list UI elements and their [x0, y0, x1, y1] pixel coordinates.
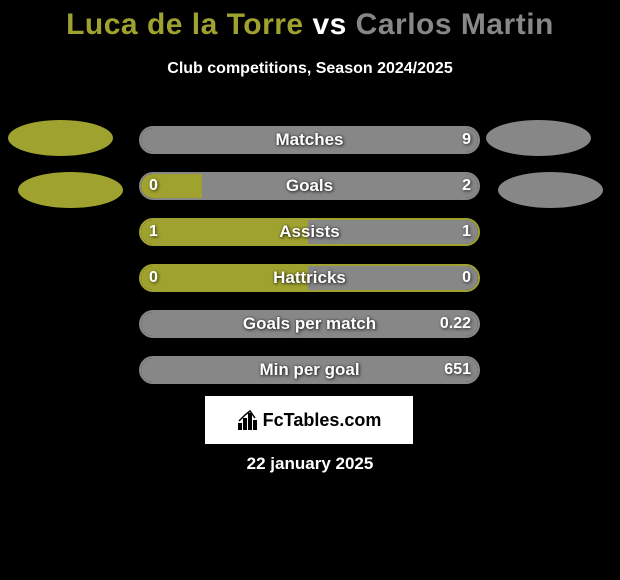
bar-fill-left — [141, 266, 312, 290]
brand-suffix: Tables.com — [284, 410, 382, 430]
stat-row: Goals per match0.22 — [0, 304, 620, 350]
bar-fill-right — [308, 266, 479, 290]
stat-row: Min per goal651 — [0, 350, 620, 396]
bar-track — [139, 126, 480, 154]
comparison-infographic: Luca de la Torre vs Carlos Martin Club c… — [0, 0, 620, 580]
subtitle: Club competitions, Season 2024/2025 — [0, 60, 620, 78]
stat-row: Assists11 — [0, 212, 620, 258]
decorative-ellipse — [8, 120, 113, 156]
bar-fill-left — [141, 174, 202, 198]
decorative-ellipse — [18, 172, 123, 208]
bar-fill-left — [141, 220, 312, 244]
bar-fill-right — [139, 358, 478, 382]
decorative-ellipse — [498, 172, 603, 208]
vs-text: vs — [312, 8, 346, 41]
bar-track — [139, 264, 480, 292]
bar-track — [139, 310, 480, 338]
bar-fill-right — [139, 128, 478, 152]
brand-prefix: Fc — [263, 410, 284, 430]
bar-fill-right — [139, 312, 478, 336]
bars-icon — [237, 409, 259, 431]
title: Luca de la Torre vs Carlos Martin — [0, 0, 620, 42]
stat-row: Hattricks00 — [0, 258, 620, 304]
date-label: 22 january 2025 — [0, 454, 620, 474]
brand-logo: FcTables.com — [237, 409, 382, 431]
bar-fill-right — [198, 174, 478, 198]
brand-box: FcTables.com — [205, 396, 413, 444]
player1-name: Luca de la Torre — [66, 8, 304, 41]
player2-name: Carlos Martin — [356, 8, 554, 41]
bar-fill-right — [308, 220, 479, 244]
bar-track — [139, 172, 480, 200]
bar-track — [139, 218, 480, 246]
stats-chart: Matches9Goals02Assists11Hattricks00Goals… — [0, 120, 620, 396]
bar-track — [139, 356, 480, 384]
decorative-ellipse — [486, 120, 591, 156]
brand-text: FcTables.com — [263, 410, 382, 431]
